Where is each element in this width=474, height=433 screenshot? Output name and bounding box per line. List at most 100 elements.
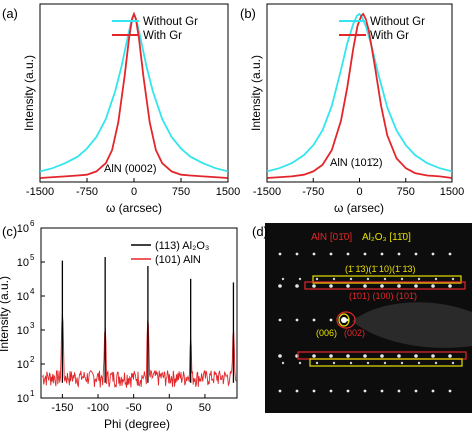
diffraction-spot xyxy=(451,361,455,365)
x-tick-label: -750 xyxy=(302,186,324,198)
series-without-gr xyxy=(39,11,229,173)
diffraction-spot xyxy=(278,389,282,393)
series-with-gr xyxy=(266,12,453,179)
diffraction-spot xyxy=(312,252,316,256)
diffraction-spot xyxy=(380,284,384,288)
x-tick-label: -100 xyxy=(87,402,109,414)
diffraction-spot xyxy=(448,389,452,393)
y-tick-exponent: 5 xyxy=(30,253,35,262)
panel-a: (a) -1500 -750 0 750 1500 Intensity (a.u.) ω… xyxy=(2,3,240,215)
x-tick-label: -1500 xyxy=(26,186,54,198)
diffraction-spot xyxy=(363,354,367,358)
diffraction-spot xyxy=(315,277,319,281)
panel-b: (b) -1500 -750 0 750 1500 Intensity (a.u.) ω… xyxy=(240,3,464,215)
panel-b-curves xyxy=(266,12,453,179)
panel-b-ylabel: Intensity (a.u.) xyxy=(249,55,263,131)
diffraction-spot xyxy=(329,284,333,288)
y-tick-label: 10 xyxy=(17,291,29,303)
panel-c-plot xyxy=(42,257,237,389)
diffraction-spot xyxy=(380,354,384,358)
diffraction-spot xyxy=(278,252,282,256)
panel-b-xticks: -1500 -750 0 750 1500 xyxy=(253,178,464,198)
y-tick-label: 10 xyxy=(17,393,29,405)
panel-d: (d) AlN [01̄0] Al₂O₃ [11̄0] (1̄ 1̄3)(1̄ … xyxy=(252,223,472,413)
x-tick-label: -150 xyxy=(51,402,73,414)
diffraction-spot xyxy=(346,252,350,256)
panel-a-xticks: -1500 -750 0 750 1500 xyxy=(26,178,240,198)
x-tick-label: 0 xyxy=(166,402,172,414)
diffraction-spot xyxy=(431,284,435,288)
diffraction-spot xyxy=(397,252,401,256)
panel-b-xlabel: ω (arsec) xyxy=(334,201,384,215)
diffraction-spot xyxy=(329,389,333,393)
diffraction-spot xyxy=(349,277,353,281)
box-top-yellow xyxy=(312,275,462,284)
central-spot xyxy=(341,317,347,323)
diffraction-spot xyxy=(400,277,404,281)
diffraction-spot xyxy=(312,318,316,322)
y-tick-exponent: 6 xyxy=(30,219,35,228)
diffraction-spot xyxy=(295,284,299,288)
y-tick-exponent: 3 xyxy=(30,321,35,330)
panel-a-annotation: AlN (0002) xyxy=(104,163,157,175)
panel-d-label: (d) xyxy=(252,224,268,239)
diffraction-spot xyxy=(400,361,404,365)
diffraction-spot xyxy=(349,361,353,365)
panel-a-xlabel: ω (arcsec) xyxy=(106,201,162,215)
x-tick-label: 750 xyxy=(172,186,190,198)
panel-c-ylabel: Intensity (a.u.) xyxy=(0,276,11,352)
box-bottom-yellow xyxy=(309,358,463,367)
beam-stop xyxy=(352,302,472,348)
center-yellow-circle xyxy=(338,313,350,327)
diffraction-spot xyxy=(329,252,333,256)
x-tick-label: 1500 xyxy=(216,186,240,198)
diffraction-spot xyxy=(417,361,421,365)
diffraction-spot xyxy=(414,284,418,288)
panel-c-xticks: -150 -100 -50 0 50 xyxy=(51,394,211,414)
x-tick-label: 0 xyxy=(356,186,362,198)
panel-b-annotation: AlN (101̄2) xyxy=(330,157,383,169)
center-yellow-label: (006) xyxy=(316,328,337,338)
diffraction-spot xyxy=(329,354,333,358)
x-tick-label: -750 xyxy=(76,186,98,198)
diffraction-spot xyxy=(278,354,282,358)
diffraction-spot xyxy=(281,277,285,281)
panel-a-curves xyxy=(39,11,229,179)
panel-c-frame xyxy=(40,227,238,399)
legend-b-with-gr: With Gr xyxy=(370,30,409,42)
diffraction-spot xyxy=(281,361,285,365)
diffraction-spot xyxy=(332,361,336,365)
diffraction-spot xyxy=(434,277,438,281)
y-tick-exponent: 2 xyxy=(30,355,35,364)
diffraction-spot xyxy=(397,354,401,358)
series-without-gr xyxy=(266,12,453,173)
x-tick-label: -50 xyxy=(126,402,142,414)
diffraction-spot xyxy=(329,318,333,322)
center-red-label: (002) xyxy=(344,328,365,338)
x-tick-label: 750 xyxy=(397,186,415,198)
box-top-red xyxy=(304,281,466,290)
row-top-red-label: (1̄01) (100) (101̄) xyxy=(349,291,417,301)
legend-c-al2o3: (113) Al₂O₃ xyxy=(155,240,209,252)
diffraction-spot xyxy=(397,389,401,393)
diffraction-spot xyxy=(417,277,421,281)
diffraction-spot xyxy=(366,277,370,281)
diffraction-spot xyxy=(346,354,350,358)
panel-c-xlabel: Phi (degree) xyxy=(104,417,170,431)
diffraction-spot xyxy=(346,389,350,393)
x-tick-label: -1500 xyxy=(253,186,281,198)
panel-a-label: (a) xyxy=(2,6,18,21)
diffraction-spot xyxy=(346,284,350,288)
diffraction-spot xyxy=(414,389,418,393)
legend-c-aln: (101) AlN xyxy=(155,254,201,266)
panel-b-frame xyxy=(266,3,453,183)
center-red-circle xyxy=(336,311,356,329)
diffraction-spot xyxy=(295,252,299,256)
diffraction-spot xyxy=(312,389,316,393)
legend-a-with-gr: With Gr xyxy=(143,30,182,42)
x-tick-label: 50 xyxy=(199,402,211,414)
diffraction-spot xyxy=(380,252,384,256)
diffraction-spot xyxy=(315,361,319,365)
